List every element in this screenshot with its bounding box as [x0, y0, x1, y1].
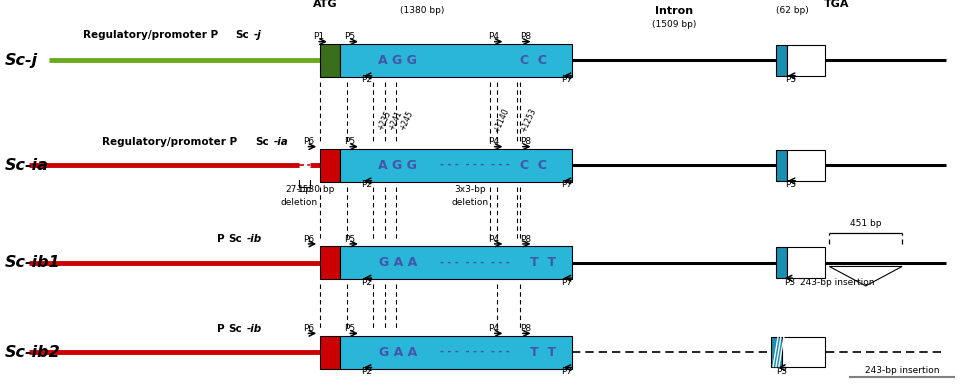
Text: A G G: A G G [378, 54, 417, 67]
Text: Regulatory/promoter P: Regulatory/promoter P [102, 137, 237, 147]
Text: P6: P6 [302, 137, 314, 147]
Bar [339, 246, 572, 279]
Text: P8: P8 [519, 235, 531, 244]
Text: P7: P7 [560, 367, 572, 376]
Text: Sc-j: Sc-j [5, 53, 38, 68]
Text: T  T: T T [530, 345, 555, 359]
Text: P5: P5 [344, 32, 356, 42]
Text: -ib: -ib [246, 234, 262, 244]
Text: (1509 bp): (1509 bp) [651, 20, 696, 29]
Text: - - -  - - -  - - -: - - - - - - - - - [440, 258, 510, 268]
Text: ATG: ATG [312, 0, 337, 9]
Text: P2: P2 [360, 277, 372, 287]
Bar [786, 45, 824, 75]
Text: P7: P7 [560, 180, 572, 189]
Text: P4: P4 [487, 235, 499, 244]
Bar [786, 150, 824, 180]
Text: C  C: C C [519, 54, 547, 67]
Text: G A A: G A A [378, 256, 417, 269]
Text: P8: P8 [519, 32, 531, 42]
Text: P3: P3 [783, 277, 794, 287]
Text: (1380 bp): (1380 bp) [399, 6, 444, 15]
Text: P4: P4 [487, 137, 499, 147]
Text: deletion: deletion [452, 198, 488, 207]
Bar [320, 246, 339, 279]
Text: Sc: Sc [255, 137, 268, 147]
Text: P3: P3 [784, 180, 796, 189]
Text: Exon2: Exon2 [772, 0, 811, 1]
Text: Exon1: Exon1 [402, 0, 441, 1]
Text: P7: P7 [560, 277, 572, 287]
Text: A G G: A G G [378, 159, 417, 172]
Text: P1: P1 [313, 32, 325, 42]
Text: P7: P7 [560, 75, 572, 84]
Text: P4: P4 [487, 32, 499, 42]
Text: -ia: -ia [273, 137, 288, 147]
Text: P2: P2 [360, 75, 372, 84]
Text: - - -  - - -  - - -: - - - - - - - - - [440, 347, 510, 357]
Text: Intron: Intron [654, 5, 693, 16]
Bar [786, 247, 824, 278]
Text: Sc-ib1: Sc-ib1 [5, 255, 60, 270]
Text: +245: +245 [397, 109, 415, 132]
Text: P4: P4 [487, 324, 499, 333]
Text: Sc-ib2: Sc-ib2 [5, 345, 60, 359]
Bar [320, 44, 339, 77]
Text: P: P [217, 324, 225, 334]
Text: P6: P6 [302, 235, 314, 244]
Text: P2: P2 [360, 367, 372, 376]
Text: P: P [217, 234, 225, 244]
Text: 1530 bp: 1530 bp [297, 185, 333, 194]
Bar [339, 44, 572, 77]
Bar [775, 247, 786, 278]
Text: P5: P5 [344, 324, 356, 333]
Text: P3: P3 [775, 367, 786, 376]
Text: -ib: -ib [246, 324, 262, 334]
Polygon shape [828, 266, 901, 286]
Text: T  T: T T [530, 256, 555, 269]
Bar [770, 338, 781, 366]
Text: 27-bp: 27-bp [286, 185, 311, 194]
Text: P3: P3 [784, 75, 796, 84]
Text: Regulatory/promoter P: Regulatory/promoter P [82, 30, 218, 40]
Text: - - -  - - -  - - -: - - - - - - - - - [440, 160, 510, 170]
Bar [781, 338, 824, 366]
Bar [775, 150, 786, 180]
Text: (62 bp): (62 bp) [775, 6, 808, 15]
Bar [775, 45, 786, 75]
Text: C  C: C C [519, 159, 547, 172]
Text: 243-bp insertion: 243-bp insertion [864, 366, 938, 375]
Text: +241: +241 [387, 109, 403, 132]
Text: P8: P8 [519, 324, 531, 333]
Bar [320, 149, 339, 182]
Text: P2: P2 [360, 180, 372, 189]
Text: 451 bp: 451 bp [849, 219, 881, 228]
Text: Sc: Sc [235, 30, 249, 40]
Text: Sc: Sc [228, 324, 241, 334]
Bar [339, 149, 572, 182]
Bar [339, 335, 572, 369]
Text: +1140: +1140 [491, 107, 511, 134]
Text: P6: P6 [302, 324, 314, 333]
Text: P8: P8 [519, 137, 531, 147]
Text: Sc-ia: Sc-ia [5, 158, 48, 173]
Text: 243-bp insertion: 243-bp insertion [799, 277, 874, 287]
Text: G A A: G A A [378, 345, 417, 359]
Text: P5: P5 [344, 137, 356, 147]
Text: deletion: deletion [280, 198, 317, 207]
Text: +1253: +1253 [518, 107, 538, 134]
Text: P5: P5 [344, 235, 356, 244]
Bar [320, 335, 339, 369]
Text: TGA: TGA [824, 0, 849, 9]
Text: Sc: Sc [228, 234, 241, 244]
Text: 3x3-bp: 3x3-bp [454, 185, 485, 194]
Text: -j: -j [254, 30, 262, 40]
Text: +235: +235 [375, 109, 392, 132]
